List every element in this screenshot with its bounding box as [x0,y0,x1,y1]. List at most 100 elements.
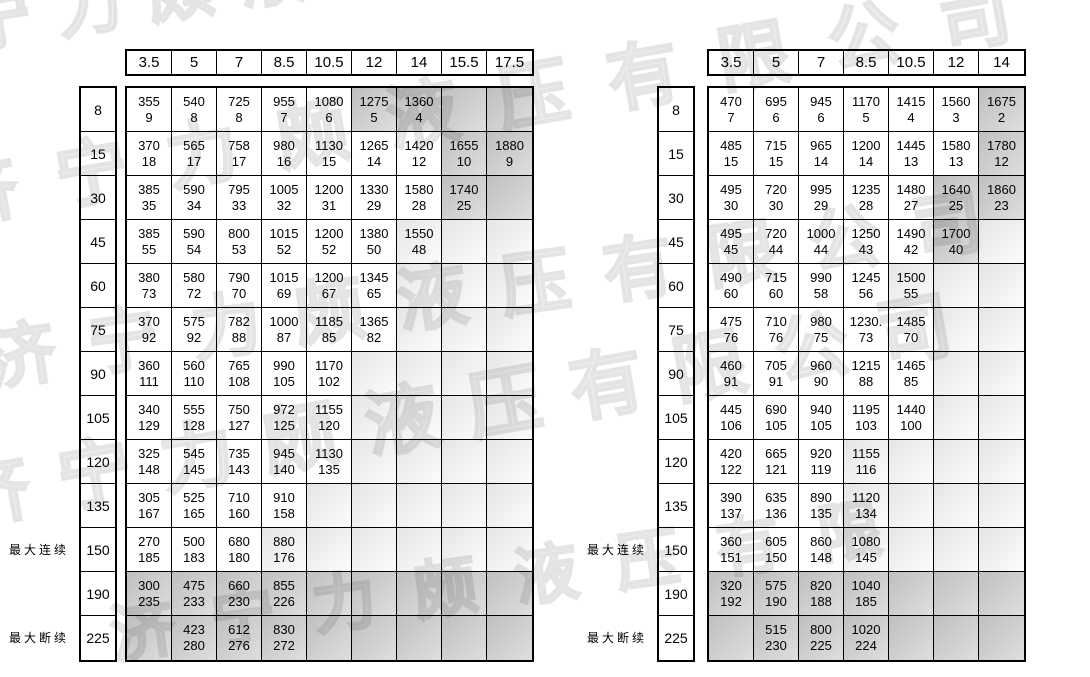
value-top: 1655 [449,137,479,153]
value-bottom: 43 [858,241,874,257]
value-top: 750 [228,401,250,417]
value-bottom: 145 [183,461,205,477]
value-bottom: 69 [276,285,292,301]
value-bottom: 158 [273,505,295,521]
data-cell: 545 145 [172,440,217,484]
value-top: 1245 [851,269,881,285]
data-cell [487,484,532,528]
value-top: 555 [183,401,205,417]
data-cell: 715 15 [754,132,799,176]
value-top: 340 [138,401,160,417]
column-header: 8.5 [262,51,307,74]
data-cell [397,396,442,440]
data-cell: 1130 15 [307,132,352,176]
row-header: 30 [81,176,115,220]
data-cell: 475 233 [172,572,217,616]
value-bottom: 9 [505,153,514,169]
value-bottom: 17 [186,153,202,169]
data-cell [487,308,532,352]
data-cell: 765 108 [217,352,262,396]
data-cell [307,528,352,572]
data-cell: 1185 85 [307,308,352,352]
value-top: 540 [183,93,205,109]
column-header: 10.5 [889,51,934,74]
value-bottom: 106 [720,417,742,433]
value-bottom: 73 [858,329,874,345]
data-cell: 1345 65 [352,264,397,308]
data-cell [442,352,487,396]
data-cell [979,264,1024,308]
value-bottom: 82 [366,329,382,345]
data-cell: 1330 29 [352,176,397,220]
value-bottom: 4 [415,109,423,125]
data-cell [979,396,1024,440]
value-bottom: 52 [276,241,292,257]
data-cell [397,440,442,484]
value-top: 590 [183,225,205,241]
value-bottom: 25 [948,197,964,213]
data-cell [934,440,979,484]
data-cell: 1230. 73 [844,308,889,352]
value-bottom: 3 [952,109,960,125]
data-cell [934,572,979,616]
data-cell: 1155 120 [307,396,352,440]
data-cell: 980 75 [799,308,844,352]
data-cell [934,308,979,352]
value-top: 1040 [851,577,881,593]
value-top: 1330 [359,181,389,197]
value-bottom: 5 [862,109,870,125]
value-top: 990 [273,357,295,373]
column-header: 5 [754,51,799,74]
data-cell: 1780 12 [979,132,1024,176]
data-cell: 1200 31 [307,176,352,220]
data-cell [442,308,487,352]
data-cell: 1170 102 [307,352,352,396]
row-header: 75 [81,308,115,352]
data-cell: 990 58 [799,264,844,308]
data-cell: 270 185 [127,528,172,572]
data-cell: 1880 9 [487,132,532,176]
data-cell: 1480 27 [889,176,934,220]
value-bottom: 165 [183,505,205,521]
value-top: 1640 [941,181,971,197]
data-cell: 575 190 [754,572,799,616]
data-cell: 980 16 [262,132,307,176]
column-header: 7 [217,51,262,74]
value-top: 1005 [269,181,299,197]
value-top: 790 [228,269,250,285]
value-top: 590 [183,181,205,197]
value-top: 423 [183,622,205,637]
value-top: 715 [765,269,787,285]
row-header: 105 [659,396,693,440]
data-cell: 490 60 [709,264,754,308]
data-cell [397,352,442,396]
value-bottom: 190 [765,593,787,609]
data-cell [979,572,1024,616]
data-cell [487,220,532,264]
value-top: 1080 [314,93,344,109]
value-top: 1195 [852,401,880,417]
value-bottom: 56 [858,285,874,301]
data-cell: 695 6 [754,88,799,132]
value-top: 715 [765,137,787,153]
value-top: 385 [138,181,160,197]
value-bottom: 52 [321,241,337,257]
data-cell [442,484,487,528]
value-top: 860 [810,533,832,549]
value-bottom: 280 [183,638,205,653]
data-cell [442,220,487,264]
value-top: 1420 [404,137,434,153]
value-bottom: 160 [228,505,250,521]
value-top: 1120 [852,489,880,505]
value-bottom: 105 [273,373,295,389]
value-top: 920 [810,445,832,461]
data-cell [487,88,532,132]
value-bottom: 92 [186,329,202,345]
value-top: 1000 [269,313,299,329]
value-top: 665 [765,445,787,461]
value-top: 890 [810,489,832,505]
value-top: 270 [138,533,160,549]
value-top: 1015 [269,269,299,285]
column-header: 17.5 [494,54,525,71]
value-top: 635 [765,489,787,505]
